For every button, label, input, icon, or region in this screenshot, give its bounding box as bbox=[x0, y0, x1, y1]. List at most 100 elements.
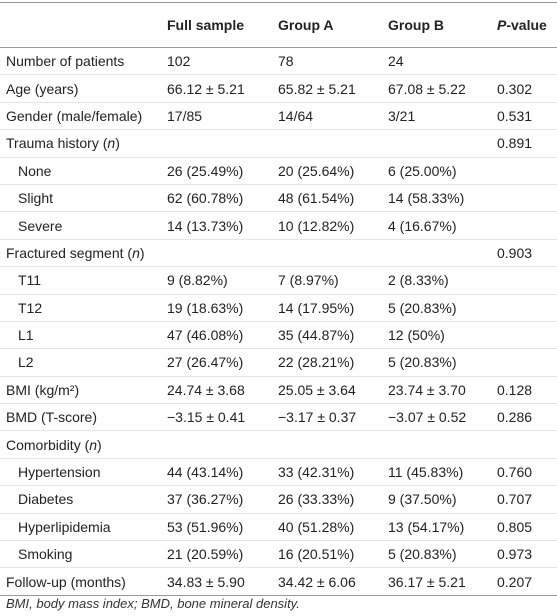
table-cell: 11 (45.83%) bbox=[382, 458, 491, 487]
table-row: Age (years) 66.12 ± 5.21 65.82 ± 5.21 67.08… bbox=[0, 74, 557, 103]
table-cell bbox=[382, 239, 491, 268]
table-cell: 65.82 ± 5.21 bbox=[272, 74, 382, 103]
text-run: Number of patients bbox=[6, 53, 125, 70]
text-run: n bbox=[107, 135, 116, 152]
table-cell: 5 (20.83%) bbox=[382, 348, 491, 377]
table-cell: 12 (50%) bbox=[382, 321, 491, 350]
table-row: Hypertension 44 (43.14%) 33 (42.31%) 11 (45… bbox=[0, 458, 557, 487]
row-label: Trauma history (n) bbox=[0, 129, 161, 158]
table-cell: 6 (25.00%) bbox=[382, 157, 491, 185]
table-cell: 40 (51.28%) bbox=[272, 513, 382, 542]
table-cell: 9 (8.82%) bbox=[161, 266, 272, 295]
table-cell: 62 (60.78%) bbox=[161, 184, 272, 213]
row-label: Comorbidity (n) bbox=[0, 430, 161, 459]
text-run: None bbox=[18, 162, 52, 179]
table-cell: 14 (58.33%) bbox=[382, 184, 491, 213]
footnote: BMI, body mass index; BMD, bone mineral … bbox=[6, 596, 300, 611]
text-run: BMI (kg/m²) bbox=[6, 381, 80, 398]
table-cell: 33 (42.31%) bbox=[272, 458, 382, 487]
table-body: Number of patients 102 78 24 Age (years) 66.1… bbox=[0, 47, 557, 596]
table-row: T12 19 (18.63%) 14 (17.95%) 5 (20.83%) bbox=[0, 294, 557, 322]
table-cell: 4 (16.67%) bbox=[382, 211, 491, 240]
table-cell: 47 (46.08%) bbox=[161, 321, 272, 350]
table-cell: 37 (36.27%) bbox=[161, 485, 272, 514]
text-run: BMD (T-score) bbox=[6, 409, 97, 426]
table-cell: 14 (13.73%) bbox=[161, 211, 272, 240]
row-label: Fractured segment (n) bbox=[0, 239, 161, 268]
table-row: L2 27 (26.47%) 22 (28.21%) 5 (20.83%) bbox=[0, 348, 557, 377]
row-label: T12 bbox=[0, 294, 161, 322]
row-label: Slight bbox=[0, 184, 161, 213]
table-cell bbox=[491, 266, 557, 295]
row-label: Follow-up (months) bbox=[0, 568, 161, 595]
table-cell bbox=[161, 129, 272, 158]
table-row: T11 9 (8.82%) 7 (8.97%) 2 (8.33%) bbox=[0, 266, 557, 295]
text-run: Age (years) bbox=[6, 80, 79, 97]
table-cell: 10 (12.82%) bbox=[272, 211, 382, 240]
table-cell: 26 (33.33%) bbox=[272, 485, 382, 514]
text-run: Full sample bbox=[167, 17, 245, 33]
text-run: Hypertension bbox=[18, 464, 101, 481]
table-cell bbox=[272, 129, 382, 158]
table-row: Gender (male/female) 17/85 14/64 3/21 0.531 bbox=[0, 102, 557, 131]
text-run: ) bbox=[97, 436, 102, 453]
table-cell: 0.903 bbox=[491, 239, 557, 268]
table-cell: 78 bbox=[272, 47, 382, 76]
table-cell: 24.74 ± 3.68 bbox=[161, 376, 272, 405]
row-label: Severe bbox=[0, 211, 161, 240]
table-row: Trauma history (n) 0.891 bbox=[0, 129, 557, 158]
row-label: Age (years) bbox=[0, 74, 161, 103]
table-cell: 53 (51.96%) bbox=[161, 513, 272, 542]
row-label: BMI (kg/m²) bbox=[0, 376, 161, 405]
table-cell: 24 bbox=[382, 47, 491, 76]
table-cell bbox=[491, 47, 557, 76]
table-cell: 0.891 bbox=[491, 129, 557, 158]
text-run: n bbox=[89, 436, 98, 453]
text-run: Comorbidity ( bbox=[6, 436, 90, 453]
table-row: Fractured segment (n) 0.903 bbox=[0, 239, 557, 268]
table-cell: 19 (18.63%) bbox=[161, 294, 272, 322]
header-cell bbox=[0, 2, 161, 48]
table-cell bbox=[382, 129, 491, 158]
table-cell: 34.83 ± 5.90 bbox=[167, 573, 245, 590]
table-row: Number of patients 102 78 24 bbox=[0, 47, 557, 76]
table-cell: 0.973 bbox=[491, 540, 557, 569]
table-cell bbox=[491, 348, 557, 377]
table-cell bbox=[491, 211, 557, 240]
text-run: L1 bbox=[18, 327, 34, 344]
header-cell: Group A bbox=[272, 2, 382, 48]
table-cell: 0.707 bbox=[491, 485, 557, 514]
row-label: Diabetes bbox=[0, 485, 161, 514]
row-label: Smoking bbox=[0, 540, 161, 569]
table-cell bbox=[161, 430, 272, 459]
text-run: L2 bbox=[18, 354, 34, 371]
table-row: BMD (T-score) −3.15 ± 0.41 −3.17 ± 0.37 −3.… bbox=[0, 403, 557, 432]
text-run: Follow-up (months) bbox=[6, 573, 126, 590]
text-run: ) bbox=[115, 135, 120, 152]
row-label: None bbox=[0, 157, 161, 185]
table-cell: 35 (44.87%) bbox=[272, 321, 382, 350]
table-cell bbox=[382, 430, 491, 459]
table-cell: 9 (37.50%) bbox=[382, 485, 491, 514]
text-run: Hyperlipidemia bbox=[18, 518, 111, 535]
row-label: L2 bbox=[0, 348, 161, 377]
text-run: Fractured segment ( bbox=[6, 244, 133, 261]
table-cell: 0.302 bbox=[491, 74, 557, 103]
table-row: Comorbidity (n) bbox=[0, 430, 557, 459]
row-label: Hypertension bbox=[0, 458, 161, 487]
table-cell: 21 (20.59%) bbox=[161, 540, 272, 569]
table-cell: 14 (17.95%) bbox=[272, 294, 382, 322]
row-label: T11 bbox=[0, 266, 161, 295]
table-cell: 67.08 ± 5.22 bbox=[382, 74, 491, 103]
table-cell: 16 (20.51%) bbox=[272, 540, 382, 569]
table-cell: 2 (8.33%) bbox=[382, 266, 491, 295]
table-cell: 22 (28.21%) bbox=[272, 348, 382, 377]
row-label: Gender (male/female) bbox=[0, 102, 161, 131]
table-cell: −3.17 ± 0.37 bbox=[272, 403, 382, 432]
text-run: Trauma history ( bbox=[6, 135, 108, 152]
table-cell: 0.805 bbox=[491, 513, 557, 542]
table-cell: 34.42 ± 6.06 bbox=[278, 573, 356, 590]
table-cell: 0.128 bbox=[491, 376, 557, 405]
table-row: Hyperlipidemia 53 (51.96%) 40 (51.28%) 13 (… bbox=[0, 513, 557, 542]
